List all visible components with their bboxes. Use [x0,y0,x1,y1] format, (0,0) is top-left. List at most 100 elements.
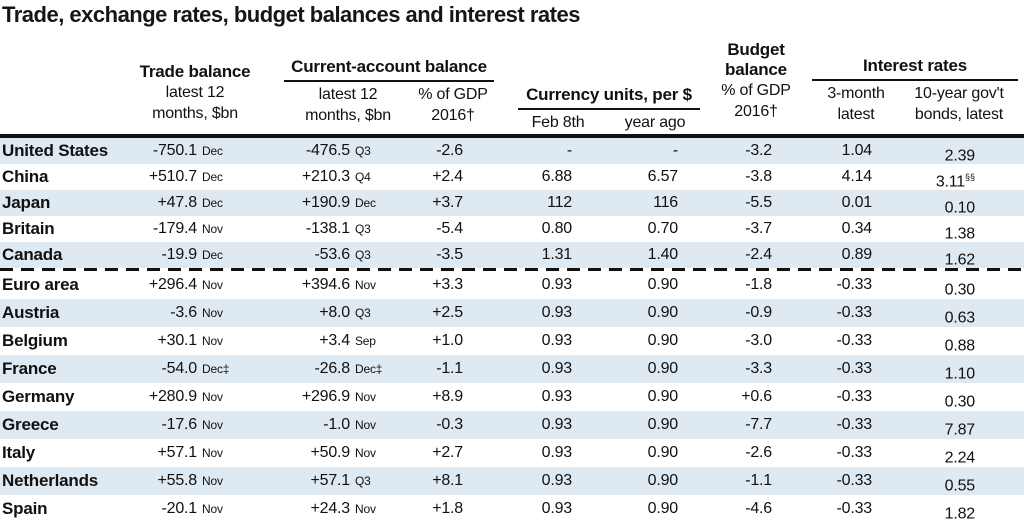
current-account-label: Current-account balance [284,56,494,82]
currency-feb8-value: 0.80 [541,220,573,237]
budget-gdp-pct: -3.7 [745,220,772,237]
budget-gdp-pct: -1.8 [745,276,772,293]
current-account-value: +24.3 [310,500,351,517]
footnote-marker: §§ [964,172,975,182]
rate-3month: -0.33 [836,276,873,293]
interest-label: Interest rates [812,55,1018,81]
current-account-gdp-pct: +2.4 [432,168,463,185]
rate-3month: -0.33 [836,416,873,433]
interest-subcol-3month: 3-month latest [812,83,900,125]
currency-feb8-value: 0.93 [541,304,573,321]
current-account-gdp-pct: +8.1 [432,472,463,489]
table-row: Germany +280.9 Nov +296.9 Nov +8.9 0.93 … [0,383,1024,411]
current-account-date: Q4 [355,170,371,184]
current-account-gdp-pct: -2.6 [436,142,463,159]
trade-balance-date: Nov [202,446,223,460]
trade-balance-value: -20.1 [161,500,198,517]
currency-feb8-value: - [566,142,572,159]
trade-balance-value: +280.9 [148,388,197,405]
trade-balance-date: Nov [202,306,223,320]
budget-gdp-pct: +0.6 [741,388,772,405]
current-account-date: Nov [355,446,376,460]
currency-feb8-value: 0.93 [541,388,573,405]
budget-label-line2: balance [725,60,787,79]
trade-balance-value: +30.1 [157,332,198,349]
currency-subcol-feb8: Feb 8th [531,114,585,131]
budget-gdp-pct: -2.6 [745,444,772,461]
budget-gdp-pct: -1.1 [745,472,772,489]
trade-balance-date: Dec [202,248,223,262]
rate-3month: -0.33 [836,500,873,517]
currency-feb8-value: 0.93 [541,332,573,349]
trade-balance-date: Nov [202,418,223,432]
table-row: China +510.7 Dec +210.3 Q4 +2.4 6.88 6.5… [0,164,1024,190]
table-row: Spain -20.1 Nov +24.3 Nov +1.8 0.93 0.90… [0,495,1024,523]
budget-gdp-pct: -5.5 [745,194,772,211]
rate-10year: 0.10 [944,199,976,217]
country-name: Canada [2,245,63,264]
rate-10year: 0.63 [944,309,976,327]
currency-yearago-value: 1.40 [647,246,679,263]
current-account-date: Nov [355,418,376,432]
trade-balance-sub2: months, $bn [152,105,238,122]
country-name: Italy [2,443,36,462]
current-account-gdp-pct: +2.7 [432,444,463,461]
budget-gdp-pct: -3.3 [745,360,772,377]
current-account-gdp-pct: +1.8 [432,500,463,517]
table-row: Netherlands +55.8 Nov +57.1 Q3 +8.1 0.93… [0,467,1024,495]
table-row: Britain -179.4 Nov -138.1 Q3 -5.4 0.80 0… [0,216,1024,242]
current-account-value: +210.3 [301,168,350,185]
table-body: United States -750.1 Dec -476.5 Q3 -2.6 … [0,138,1024,523]
currency-yearago-value: 0.90 [647,416,679,433]
trade-balance-date: Nov [202,390,223,404]
current-account-value: +190.9 [301,194,350,211]
current-account-value: -53.6 [314,246,351,263]
rate-3month: -0.33 [836,332,873,349]
country-name: Spain [2,499,48,518]
trade-balance-date: Dec [202,196,223,210]
country-name: Austria [2,303,60,322]
budget-sub-line1: % of GDP [721,82,791,99]
currency-yearago-value: - [672,142,678,159]
budget-sub-line2: 2016† [734,103,778,120]
trade-balance-value: -750.1 [152,142,197,159]
table-row: France -54.0 Dec‡ -26.8 Dec‡ -1.1 0.93 0… [0,355,1024,383]
trade-balance-date: Nov [202,222,223,236]
header-rule [0,134,1024,138]
currency-yearago-value: 0.90 [647,276,679,293]
group-divider [0,268,1024,271]
rate-10year: 2.24 [944,449,976,467]
budget-gdp-pct: -3.8 [745,168,772,185]
trade-balance-value: +510.7 [148,168,197,185]
rate-3month: 0.01 [841,194,873,211]
currency-feb8-value: 0.93 [541,472,573,489]
rate-10year: 0.30 [944,281,976,299]
budget-gdp-pct: -3.0 [745,332,772,349]
rate-10year: 2.39 [944,147,976,165]
country-name: Germany [2,387,75,406]
country-name: United States [2,141,109,160]
currency-yearago-value: 0.90 [647,500,679,517]
currency-feb8-value: 0.93 [541,276,573,293]
current-account-gdp-pct: -3.5 [436,246,463,263]
currency-yearago-value: 0.90 [647,360,679,377]
currency-yearago-value: 6.57 [647,168,679,185]
trade-balance-value: -54.0 [161,360,198,377]
currency-label: Currency units, per $ [518,84,700,110]
current-account-gdp-pct: +1.0 [432,332,463,349]
current-account-date: Q3 [355,474,371,488]
column-group-current-account: Current-account balance latest 12 months… [284,56,494,126]
current-account-date: Dec‡ [355,362,383,376]
trade-balance-sub1: latest 12 [165,84,225,101]
current-account-gdp-pct: -1.1 [436,360,463,377]
current-account-date: Q3 [355,306,371,320]
page-title: Trade, exchange rates, budget balances a… [2,2,580,27]
current-account-value: +57.1 [310,472,351,489]
current-account-value: +50.9 [310,444,351,461]
trade-balance-date: Nov [202,278,223,292]
currency-feb8-value: 0.93 [541,500,573,517]
trade-balance-value: +296.4 [148,276,197,293]
rate-10year: 1.62 [944,251,976,269]
currency-feb8-value: 0.93 [541,444,573,461]
column-group-trade-balance: Trade balance latest 12 months, $bn [112,61,278,124]
